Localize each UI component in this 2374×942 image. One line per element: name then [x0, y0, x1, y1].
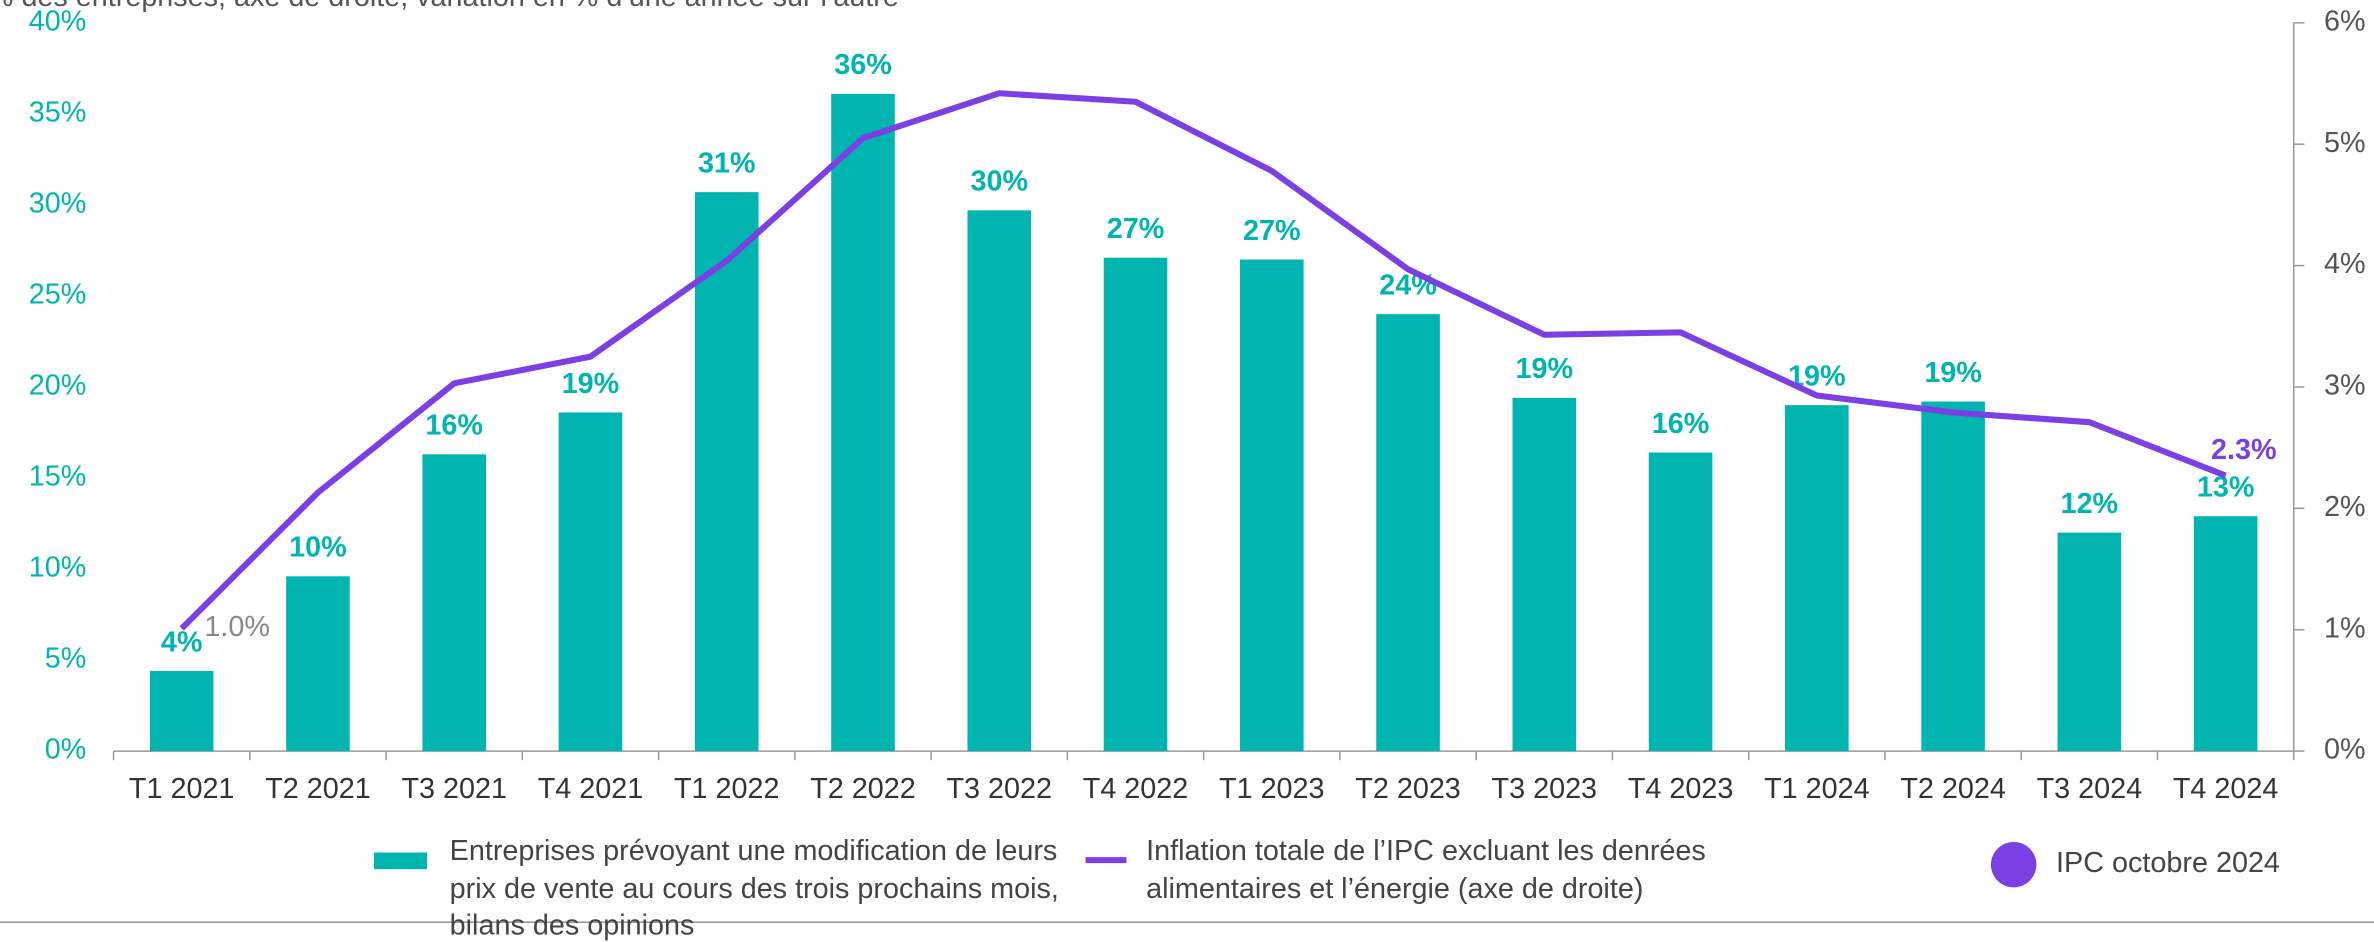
y-tick-label: 40% — [29, 5, 87, 37]
x-tick-label: T1 2024 — [1764, 773, 1870, 805]
y2-tick-label: 4% — [2324, 248, 2366, 280]
bar-label: 36% — [834, 49, 892, 81]
bar — [2057, 532, 2122, 752]
bar-label: 24% — [1379, 269, 1437, 301]
y-tick-label: 35% — [29, 96, 87, 128]
y2-tick-label: 0% — [2324, 734, 2366, 766]
bar-label: 16% — [425, 410, 483, 442]
bar — [1103, 257, 1168, 752]
y-tick-label: 30% — [29, 188, 87, 220]
y2-tick-label: 3% — [2324, 370, 2366, 402]
y-tick-label: 10% — [29, 552, 87, 584]
chart-subtitle: % des entreprises; axe de droite, variat… — [0, 0, 899, 13]
bar — [149, 670, 214, 752]
bar-label: 19% — [1516, 353, 1574, 385]
bar-label: 16% — [1652, 408, 1710, 440]
y-tick-label: 15% — [29, 461, 87, 493]
x-tick-label: T1 2022 — [674, 773, 780, 805]
y2-tick-label: 2% — [2324, 491, 2366, 523]
x-tick-label: T4 2023 — [1628, 773, 1734, 805]
y2-tick-label: 5% — [2324, 127, 2366, 159]
bar — [1785, 405, 1849, 752]
x-tick-label: T4 2024 — [2173, 773, 2279, 805]
legend-item: Inflation totale de l’IPC excluant les d… — [1146, 835, 1706, 905]
line-label: 1.0% — [204, 611, 270, 643]
y-tick-label: 0% — [45, 734, 87, 766]
y-tick-label: 20% — [29, 370, 87, 402]
bar — [1239, 259, 1304, 752]
legend-swatch — [1990, 841, 2037, 888]
bar-label: 31% — [698, 148, 756, 180]
bar — [1648, 452, 1713, 752]
bar-label: 13% — [2197, 472, 2255, 504]
x-tick-label: T3 2023 — [1492, 773, 1598, 805]
x-tick-label: T4 2022 — [1083, 773, 1189, 805]
y2-tick-label: 1% — [2324, 612, 2366, 644]
legend-item: IPC octobre 2024 — [2056, 847, 2280, 880]
bar — [831, 93, 895, 752]
bar-label: 27% — [1243, 215, 1301, 247]
y2-tick-label: 6% — [2324, 5, 2366, 37]
bar-label: 4% — [161, 626, 203, 658]
bar — [558, 412, 623, 752]
y-tick-label: 25% — [29, 279, 87, 311]
bar — [422, 454, 487, 752]
x-tick-label: T2 2024 — [1900, 773, 2006, 805]
x-tick-label: T3 2021 — [401, 773, 507, 805]
bar — [1512, 397, 1577, 752]
bar — [1376, 314, 1440, 752]
x-tick-label: T1 2023 — [1219, 773, 1325, 805]
x-tick-label: T4 2021 — [538, 773, 644, 805]
bar — [2193, 516, 2258, 752]
bar-label: 30% — [970, 166, 1028, 198]
bar — [286, 576, 350, 752]
bar — [694, 192, 759, 752]
bar-label: 10% — [289, 532, 347, 564]
x-tick-label: T3 2024 — [2037, 773, 2143, 805]
legend-label: Entreprises prévoyant une modification d… — [449, 835, 1059, 942]
x-tick-label: T3 2022 — [947, 773, 1053, 805]
x-tick-label: T2 2023 — [1355, 773, 1461, 805]
bar-label: 27% — [1107, 213, 1165, 245]
line-label: 2.3% — [2211, 434, 2277, 466]
bar — [967, 210, 1032, 752]
legend-label: Inflation totale de l’IPC excluant les d… — [1146, 835, 1706, 905]
legend-label: IPC octobre 2024 — [2056, 847, 2280, 880]
x-tick-label: T2 2022 — [810, 773, 916, 805]
legend-item: Entreprises prévoyant une modification d… — [449, 835, 1059, 942]
bar-label: 12% — [2061, 488, 2119, 520]
x-tick-label: T2 2021 — [265, 773, 371, 805]
legend-swatch — [373, 852, 427, 870]
bar — [1921, 401, 1985, 752]
bar-label: 19% — [1924, 357, 1982, 389]
line — [179, 90, 2227, 631]
y-tick-label: 5% — [45, 643, 87, 675]
bar-label: 19% — [562, 368, 620, 400]
x-tick-label: T1 2021 — [129, 773, 235, 805]
